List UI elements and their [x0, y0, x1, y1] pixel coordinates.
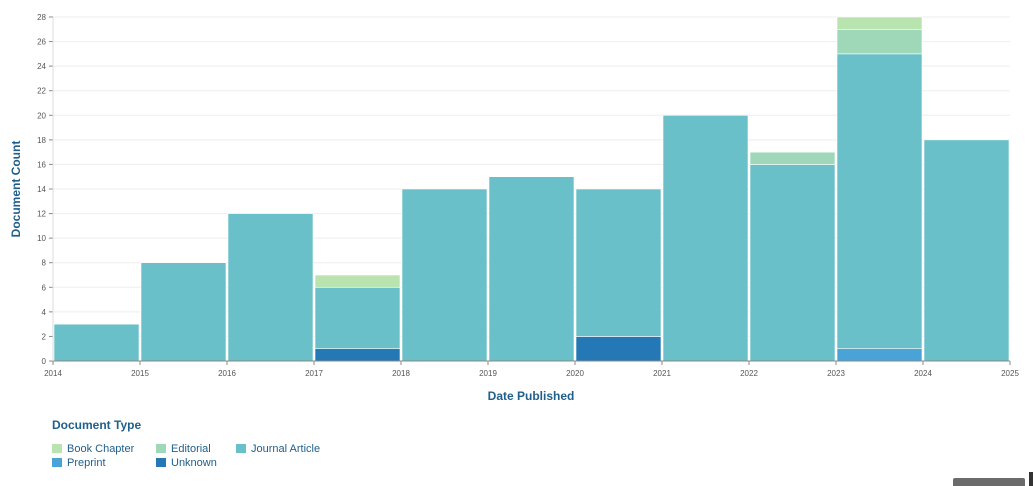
y-tick-label: 28	[37, 13, 46, 22]
legend-swatch	[236, 444, 246, 453]
x-tick-label: 2022	[740, 369, 758, 378]
legend-item-preprint[interactable]: Preprint	[52, 456, 156, 469]
bar-unknown-2020[interactable]	[575, 336, 662, 362]
bar-journal-article-2021[interactable]	[662, 114, 749, 362]
legend-swatch	[52, 444, 62, 453]
legend: Document Type Book Chapter Editorial Journ…	[52, 418, 356, 469]
legend-swatch	[156, 444, 166, 453]
x-tick-label: 2020	[566, 369, 584, 378]
y-tick-label: 26	[37, 38, 46, 47]
legend-swatch	[52, 458, 62, 467]
bar-editorial-2023[interactable]	[836, 28, 923, 55]
x-tick-label: 2024	[914, 369, 932, 378]
y-tick-label: 0	[42, 357, 47, 366]
bars	[53, 16, 1010, 362]
legend-title: Document Type	[52, 418, 142, 432]
y-tick-label: 6	[42, 283, 47, 292]
x-axis-title: Date Published	[488, 389, 575, 403]
y-tick-label: 18	[37, 136, 46, 145]
y-tick-label: 12	[37, 210, 46, 219]
bar-journal-article-2024[interactable]	[923, 139, 1010, 362]
bar-journal-article-2016[interactable]	[227, 213, 314, 362]
legend-label: Unknown	[171, 456, 217, 469]
x-tick-label: 2017	[305, 369, 323, 378]
legend-items: Book Chapter Editorial Journal Article Prep…	[52, 442, 356, 469]
bar-unknown-2017[interactable]	[314, 348, 401, 362]
y-tick-label: 4	[42, 308, 47, 317]
legend-swatch	[156, 458, 166, 467]
bar-journal-article-2018[interactable]	[401, 188, 488, 362]
bar-journal-article-2015[interactable]	[140, 262, 227, 362]
legend-label: Editorial	[171, 442, 211, 455]
bar-journal-article-2020[interactable]	[575, 188, 662, 337]
corner-button[interactable]	[953, 478, 1025, 486]
legend-label: Preprint	[67, 456, 106, 469]
x-tick-label: 2023	[827, 369, 845, 378]
y-tick-label: 16	[37, 160, 46, 169]
x-tick-label: 2025	[1001, 369, 1019, 378]
bar-journal-article-2017[interactable]	[314, 286, 401, 350]
x-tick-label: 2021	[653, 369, 671, 378]
bar-book-chapter-2017[interactable]	[314, 274, 401, 288]
bar-journal-article-2014[interactable]	[53, 323, 140, 362]
y-tick-label: 8	[42, 259, 47, 268]
bar-book-chapter-2023[interactable]	[836, 16, 923, 30]
corner-scrollbar	[1029, 472, 1033, 486]
y-tick-label: 10	[37, 234, 46, 243]
y-tick-label: 2	[42, 332, 47, 341]
legend-label: Book Chapter	[67, 442, 135, 455]
legend-item-book-chapter[interactable]: Book Chapter	[52, 442, 156, 455]
y-tick-label: 24	[37, 62, 46, 71]
x-tick-label: 2014	[44, 369, 62, 378]
legend-item-journal-article[interactable]: Journal Article	[236, 442, 356, 455]
x-tick-label: 2016	[218, 369, 236, 378]
y-tick-label: 20	[37, 111, 46, 120]
bar-journal-article-2019[interactable]	[488, 176, 575, 362]
legend-label: Journal Article	[251, 442, 321, 455]
bar-editorial-2022[interactable]	[749, 151, 836, 165]
legend-item-editorial[interactable]: Editorial	[156, 442, 236, 455]
bar-journal-article-2023[interactable]	[836, 53, 923, 350]
legend-item-unknown[interactable]: Unknown	[156, 456, 236, 469]
x-tick-label: 2018	[392, 369, 410, 378]
bar-journal-article-2022[interactable]	[749, 164, 836, 362]
y-axis-title: Document Count	[9, 141, 23, 238]
y-tick-label: 22	[37, 87, 46, 96]
bar-preprint-2023[interactable]	[836, 348, 923, 362]
x-tick-label: 2015	[131, 369, 149, 378]
y-tick-label: 14	[37, 185, 46, 194]
x-tick-label: 2019	[479, 369, 497, 378]
